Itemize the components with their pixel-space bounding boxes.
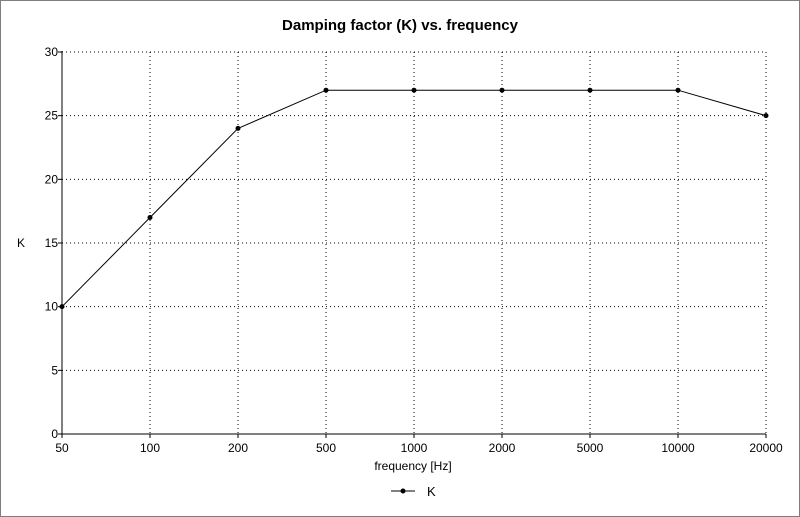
data-point (411, 87, 417, 93)
x-tick-label: 500 (316, 441, 336, 455)
x-axis-label: frequency [Hz] (374, 459, 451, 473)
chart-title: Damping factor (K) vs. frequency (282, 17, 519, 34)
y-tick-label: 5 (51, 363, 58, 377)
data-point (59, 304, 65, 310)
x-tick-labels: 50 100 200 500 1000 2000 5000 10000 20000 (55, 434, 783, 455)
x-tick-label: 20000 (749, 441, 783, 455)
y-tick-labels: 0 5 10 15 20 25 30 (45, 45, 62, 441)
series-K (59, 87, 769, 310)
data-point (763, 113, 769, 119)
y-tick-label: 30 (45, 45, 59, 59)
x-tick-label: 2000 (489, 441, 516, 455)
x-tick-label: 5000 (577, 441, 604, 455)
legend-marker (400, 488, 406, 494)
legend-label-K: K (427, 484, 436, 499)
series-line-K (61, 89, 767, 308)
data-point (147, 215, 153, 221)
x-tick-label: 200 (228, 441, 248, 455)
legend: K (391, 484, 436, 499)
x-tick-label: 100 (140, 441, 160, 455)
y-tick-label: 25 (45, 109, 59, 123)
data-point (587, 87, 593, 93)
y-tick-label: 0 (51, 427, 58, 441)
x-tick-label: 10000 (661, 441, 695, 455)
data-point (499, 87, 505, 93)
y-tick-label: 15 (45, 236, 59, 250)
y-axis-label: K (17, 236, 25, 250)
x-tick-label: 50 (55, 441, 69, 455)
y-tick-label: 10 (45, 300, 59, 314)
data-point (323, 87, 329, 93)
data-point (675, 87, 681, 93)
grid-lines (62, 51, 767, 434)
x-tick-label: 1000 (401, 441, 428, 455)
y-tick-label: 20 (45, 172, 59, 186)
data-point (235, 125, 241, 131)
